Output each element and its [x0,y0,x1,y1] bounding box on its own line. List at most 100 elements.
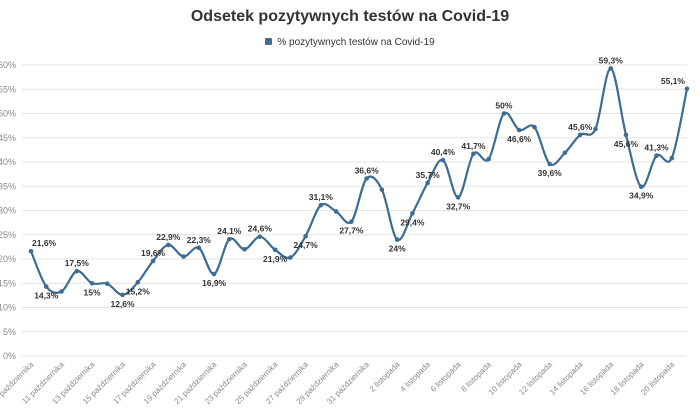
data-point [532,124,537,130]
data-label: 35,7% [416,170,441,180]
data-point [303,233,308,239]
data-label: 55,1% [661,76,686,86]
data-point [89,280,95,286]
data-label: 31,1% [309,192,334,202]
data-point [242,247,247,252]
data-point [104,281,110,287]
y-tick-label: 60% [0,60,16,70]
y-tick-label: 30% [0,206,16,216]
data-label: 15% [84,287,101,297]
data-point [181,254,186,259]
data-point [562,150,568,156]
data-label: 24,1% [217,226,242,236]
data-point [440,157,446,163]
chart-title: Odsetek pozytywnych testów na Covid-19 [190,8,510,25]
data-point [623,132,629,138]
data-point [577,132,583,138]
x-tick-label: 4 listopada [398,360,432,394]
data-label: 24% [389,244,406,254]
data-label: 45,6% [568,122,593,132]
data-points [28,66,690,298]
data-point [227,236,232,242]
data-labels: 21,6% 14,3% 17,5% 15% 12,6% 15,2% 19,6% 22,9% 22… [32,55,685,308]
data-point [349,219,354,224]
data-label: 12,6% [110,299,135,309]
data-label: 22,3% [187,235,212,245]
data-point [333,209,339,214]
data-label: 24,7% [294,240,319,250]
data-label: 36,6% [355,165,380,175]
y-tick-label: 40% [0,157,16,167]
data-point [684,86,690,92]
data-point [410,211,415,216]
data-point [608,66,614,71]
data-point [425,180,430,186]
data-label: 27,7% [339,226,364,236]
data-label: 41,3% [644,143,669,153]
data-point [638,184,644,190]
series-line [29,67,689,296]
data-label: 21,6% [32,238,57,248]
data-label: 21,9% [263,254,288,264]
data-point [669,155,675,161]
data-point [43,284,49,289]
data-point [257,234,263,239]
data-point [501,111,507,116]
data-label: 39,6% [538,168,563,178]
x-tick-label: 20 listopada [639,360,676,397]
data-label: 32,7% [446,201,471,211]
data-point [196,245,202,251]
data-point [211,271,217,277]
data-label: 34,9% [629,191,654,201]
legend-swatch [265,38,273,45]
data-point [166,242,171,248]
data-label: 40,4% [431,147,456,157]
data-point [135,279,141,285]
x-tick-label: 6 listopada [429,360,463,394]
y-axis-ticks: 0% 5% 10% 15% 20% 25% 30% 35% 40% 45% 50% 55% 60% [0,60,16,361]
y-tick-label: 0% [3,351,16,361]
data-point [288,255,293,260]
data-point [516,127,522,133]
data-point [455,195,461,200]
data-point [272,247,278,253]
legend[interactable]: % pozytywnych testów na Covid-19 [0,37,700,48]
data-point [364,176,369,181]
data-point [471,151,476,157]
y-tick-label: 50% [0,109,16,119]
data-point [379,187,385,192]
data-point [74,268,80,274]
data-label: 19,6% [141,248,166,258]
data-point [120,292,125,298]
legend-label: % pozytywnych testów na Covid-19 [277,37,435,48]
data-label: 14,3% [34,291,59,301]
data-point [318,202,324,208]
data-point [593,126,598,132]
data-label: 16,9% [202,278,227,288]
data-point [547,161,552,167]
data-point [394,237,400,242]
data-label: 15,2% [126,286,151,296]
x-tick-label: 2 listopada [368,360,402,394]
data-label: 41,7% [461,141,486,151]
y-tick-label: 35% [0,181,16,191]
data-point [150,258,156,264]
data-label: 59,3% [599,55,624,65]
data-label: 45,6% [614,139,639,149]
data-point [59,289,64,294]
data-point [486,156,491,162]
gridlines [22,64,687,357]
y-tick-label: 55% [0,84,16,94]
data-label: 50% [495,101,512,111]
y-tick-label: 45% [0,133,16,143]
data-point [28,248,34,254]
data-label: 22,9% [156,232,181,242]
y-tick-label: 15% [0,278,16,288]
y-tick-label: 20% [0,254,16,264]
y-tick-label: 10% [0,303,16,313]
data-point [654,153,659,158]
data-label: 17,5% [65,258,90,268]
y-tick-label: 25% [0,230,16,240]
